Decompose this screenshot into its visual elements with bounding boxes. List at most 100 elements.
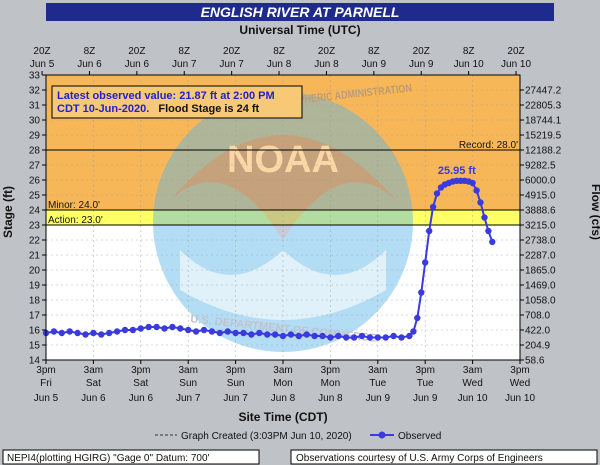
flow-tick-label: 1865.0 (525, 266, 556, 277)
site-tick-time: 3pm (321, 365, 340, 376)
stage-tick-label: 30 (29, 116, 41, 127)
stage-tick-label: 25 (29, 191, 41, 202)
utc-tick-label: 8Z (273, 46, 285, 57)
flow-tick-label: 4915.0 (525, 191, 556, 202)
flow-tick-label: 2287.0 (525, 251, 556, 262)
stage-tick-label: 16 (29, 326, 41, 337)
site-tick-time: 3am (273, 365, 292, 376)
site-tick-day: Mon (321, 378, 340, 389)
utc-tick-date: Jun 10 (454, 59, 484, 70)
site-tick-date: Jun 5 (34, 393, 59, 404)
footer-right-text: Observations courtesy of U.S. Army Corps… (296, 453, 543, 464)
observed-point (192, 328, 200, 335)
time-axis-ticks: 3pm Fri Jun 5 3am Sat Jun 6 3pm Sat Jun 6 3am Sun J… (34, 360, 535, 404)
observed-point (248, 331, 255, 338)
observed-point (58, 329, 65, 337)
stage-tick-label: 15 (29, 341, 41, 352)
site-tick-time: 3am (368, 365, 387, 376)
site-tick-time: 3am (463, 365, 482, 376)
site-tick-date: Jun 8 (271, 393, 296, 404)
observed-point (98, 331, 105, 338)
threshold-label-record: Record: 28.0' (459, 140, 518, 151)
observed-point (327, 334, 334, 341)
observed-point (271, 331, 279, 338)
observed-point (224, 328, 231, 335)
stage-tick-label: 32 (29, 86, 41, 97)
observed-point (311, 332, 318, 340)
utc-tick-label: 20Z (507, 46, 524, 57)
site-tick-date: Jun 6 (81, 393, 106, 404)
flow-tick-label: 22805.3 (525, 101, 562, 112)
site-tick-time: 3pm (131, 365, 150, 376)
observed-point (418, 289, 425, 296)
observed-series: 25.95 ft (42, 165, 496, 341)
observed-point (66, 328, 73, 335)
right-axis-label: Flow (cfs) (589, 184, 600, 240)
site-tick-time: 3pm (226, 365, 245, 376)
flow-tick-label: 58.6 (525, 356, 545, 367)
svg-text:CDT 10-Jun-2020. Flood S: CDT 10-Jun-2020. Flood Stage is 24 ft (57, 103, 260, 115)
stage-tick-label: 28 (29, 146, 41, 157)
footer-right-box (290, 449, 598, 465)
observed-point (433, 190, 441, 197)
observed-point (481, 214, 488, 221)
observed-point (113, 328, 121, 335)
stage-tick-label: 27 (29, 161, 41, 172)
observed-point (319, 332, 326, 340)
legend-observed-marker (378, 431, 386, 439)
utc-tick-label: 8Z (463, 46, 475, 57)
observed-point (473, 187, 480, 194)
observed-point (485, 227, 492, 235)
stage-tick-label: 18 (29, 296, 41, 307)
utc-tick-label: 8Z (84, 46, 96, 57)
utc-tick-date: Jun 9 (409, 59, 434, 70)
stage-tick-label: 29 (29, 131, 41, 142)
observed-point (374, 334, 381, 341)
top-axis-title: Universal Time (UTC) (239, 23, 360, 37)
site-tick-date: Jun 6 (129, 393, 154, 404)
site-tick-date: Jun 7 (176, 393, 201, 404)
flow-tick-label: 18744.1 (525, 116, 562, 127)
site-tick-time: 3pm (510, 365, 529, 376)
observed-point (121, 326, 129, 334)
stage-axis-ticks: 14 15 16 17 18 19 20 21 22 23 24 25 26 27 28 29 30 31 32 33 (29, 71, 46, 367)
stage-tick-label: 22 (29, 236, 41, 247)
site-tick-time: 3am (178, 365, 197, 376)
top-axis-ticks: 20Z Jun 5 8Z Jun 6 20Z Jun 6 8Z Jun 7 20Z Jun 7 8Z… (30, 46, 531, 75)
observed-point (106, 329, 113, 337)
site-tick-day: Sun (179, 378, 197, 389)
observed-point (469, 179, 476, 187)
observed-point (232, 329, 239, 337)
site-tick-date: Jun 7 (223, 393, 248, 404)
latest-observation-box: Latest observed value: 21.87 ft at 2:00 … (51, 85, 303, 119)
legend-created-label: Graph Created (3:03PM Jun 10, 2020) (181, 431, 352, 442)
stage-tick-label: 21 (29, 251, 41, 262)
utc-tick-date: Jun 7 (172, 59, 197, 70)
observed-point (50, 328, 58, 335)
action-zone-band (46, 210, 520, 225)
site-tick-day: Tue (417, 378, 434, 389)
flow-tick-label: 15219.5 (525, 131, 562, 142)
observed-point (279, 332, 287, 340)
utc-tick-label: 20Z (223, 46, 240, 57)
utc-tick-date: Jun 6 (77, 59, 102, 70)
observed-point (406, 332, 413, 340)
threshold-lines: Record: 28.0' Minor: 24.0' Action: 23.0' (46, 140, 520, 226)
flow-tick-label: 1058.0 (525, 296, 556, 307)
utc-tick-date: Jun 8 (267, 59, 292, 70)
observed-point (477, 199, 484, 206)
utc-tick-label: 20Z (33, 46, 50, 57)
observed-point (208, 328, 216, 335)
observed-point (145, 323, 152, 331)
utc-tick-label: 20Z (318, 46, 335, 57)
observed-point (382, 334, 389, 341)
observed-point (390, 332, 397, 340)
observed-point (410, 328, 417, 335)
utc-tick-date: Jun 6 (125, 59, 150, 70)
stage-tick-label: 31 (29, 101, 41, 112)
site-tick-time: 3pm (415, 365, 434, 376)
observed-point (216, 329, 223, 337)
observed-point (398, 334, 405, 341)
observed-point (366, 334, 374, 341)
